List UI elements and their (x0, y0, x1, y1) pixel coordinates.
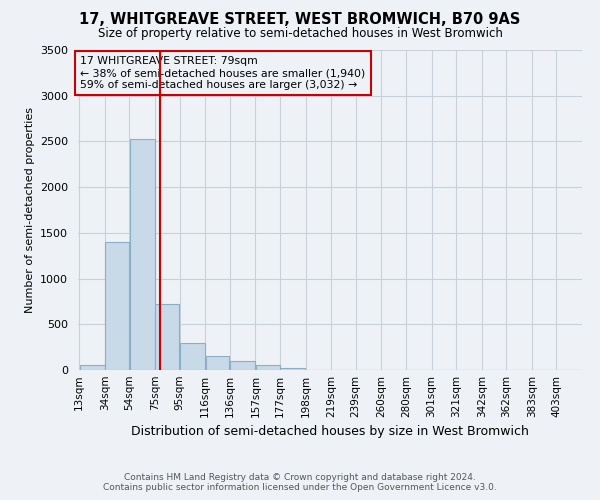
Bar (180, 342, 205, 370)
Bar (256, 366, 280, 370)
Bar (130, 138, 155, 370)
Bar (230, 361, 255, 370)
Text: 17 WHITGREAVE STREET: 79sqm
← 38% of semi-detached houses are smaller (1,940)
59: 17 WHITGREAVE STREET: 79sqm ← 38% of sem… (80, 56, 365, 90)
Bar (280, 368, 305, 370)
Y-axis label: Number of semi-detached properties: Number of semi-detached properties (25, 107, 35, 313)
Bar (206, 356, 229, 370)
Text: Size of property relative to semi-detached houses in West Bromwich: Size of property relative to semi-detach… (98, 28, 502, 40)
Text: 17, WHITGREAVE STREET, WEST BROMWICH, B70 9AS: 17, WHITGREAVE STREET, WEST BROMWICH, B7… (79, 12, 521, 28)
Bar (80, 364, 104, 370)
Bar (105, 242, 129, 370)
Text: Contains HM Land Registry data © Crown copyright and database right 2024.
Contai: Contains HM Land Registry data © Crown c… (103, 473, 497, 492)
Bar (155, 304, 179, 370)
X-axis label: Distribution of semi-detached houses by size in West Bromwich: Distribution of semi-detached houses by … (131, 426, 529, 438)
